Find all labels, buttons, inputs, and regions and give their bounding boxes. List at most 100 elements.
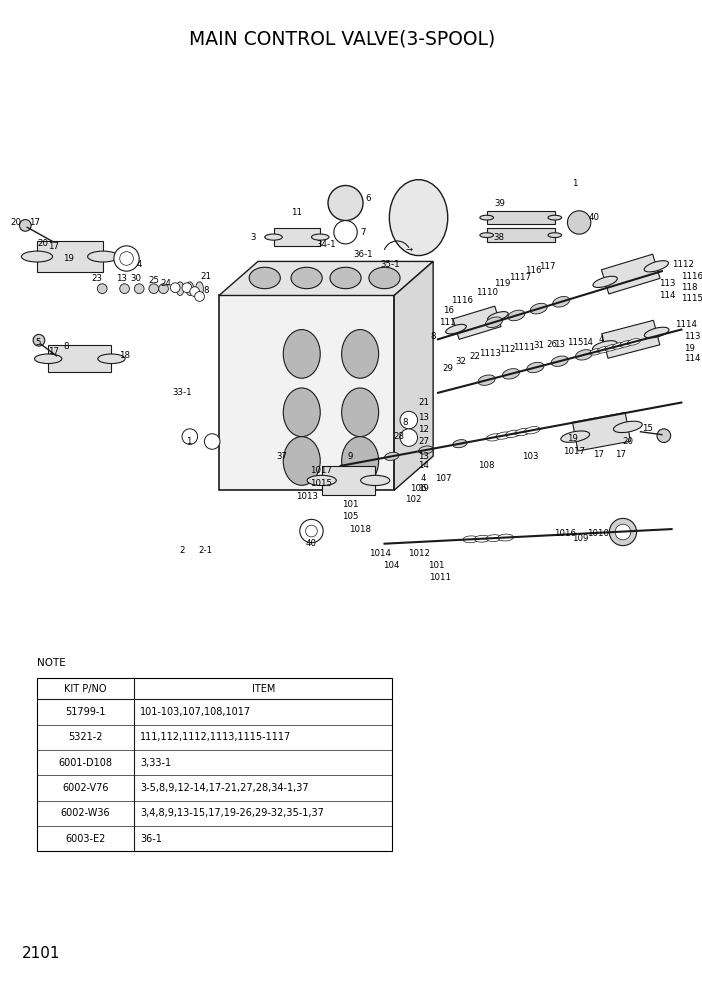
Text: 13: 13 — [554, 339, 565, 348]
Text: 40: 40 — [306, 540, 317, 549]
Text: 18: 18 — [119, 351, 130, 360]
Text: 9: 9 — [347, 451, 353, 460]
Ellipse shape — [265, 234, 282, 240]
Ellipse shape — [385, 452, 399, 460]
Text: 2101: 2101 — [22, 946, 60, 961]
Ellipse shape — [390, 180, 448, 256]
Ellipse shape — [480, 233, 494, 237]
Text: 1012: 1012 — [408, 549, 430, 558]
Text: 8: 8 — [204, 286, 209, 296]
Text: 13: 13 — [116, 275, 127, 284]
Text: 106: 106 — [410, 484, 427, 493]
Ellipse shape — [503, 369, 519, 379]
Ellipse shape — [614, 422, 642, 433]
Text: 1015: 1015 — [310, 479, 332, 488]
Text: 1016: 1016 — [554, 530, 576, 539]
Ellipse shape — [552, 297, 569, 308]
Circle shape — [120, 284, 129, 294]
Text: 11: 11 — [291, 208, 303, 217]
Text: ITEM: ITEM — [251, 683, 275, 693]
Circle shape — [149, 284, 159, 294]
Text: 105: 105 — [342, 512, 359, 521]
Ellipse shape — [291, 267, 322, 289]
Text: 19: 19 — [418, 484, 429, 493]
Ellipse shape — [498, 534, 513, 541]
Text: 101-103,107,108,1017: 101-103,107,108,1017 — [140, 707, 251, 717]
Ellipse shape — [548, 233, 562, 237]
Text: 1018: 1018 — [349, 525, 371, 534]
Circle shape — [114, 246, 139, 271]
Text: 4: 4 — [599, 334, 604, 344]
Ellipse shape — [524, 427, 540, 434]
Polygon shape — [219, 262, 433, 296]
Ellipse shape — [283, 329, 320, 378]
Text: 1: 1 — [571, 179, 577, 188]
Text: 14: 14 — [583, 337, 593, 347]
Ellipse shape — [330, 267, 361, 289]
Text: 111: 111 — [439, 318, 456, 327]
Text: 8: 8 — [430, 332, 436, 341]
Text: 20: 20 — [622, 437, 633, 446]
Text: 118: 118 — [682, 283, 698, 293]
Polygon shape — [395, 262, 433, 490]
Text: 19: 19 — [567, 434, 578, 443]
Circle shape — [190, 287, 199, 297]
Ellipse shape — [612, 342, 625, 349]
Text: 7: 7 — [360, 228, 366, 237]
Ellipse shape — [475, 536, 490, 543]
Ellipse shape — [488, 311, 508, 321]
Circle shape — [300, 520, 323, 543]
Text: 1013: 1013 — [296, 492, 317, 502]
Circle shape — [171, 283, 180, 293]
Text: 1011: 1011 — [429, 573, 451, 582]
Text: 2-1: 2-1 — [199, 546, 213, 555]
Text: 108: 108 — [479, 461, 495, 470]
Circle shape — [567, 211, 591, 234]
Text: 1014: 1014 — [369, 549, 390, 558]
Bar — [322, 466, 376, 495]
Bar — [219, 296, 395, 490]
Circle shape — [134, 284, 144, 294]
Circle shape — [20, 219, 31, 231]
Text: 113: 113 — [684, 332, 701, 341]
Text: 113: 113 — [659, 280, 676, 289]
Text: 6001-D108: 6001-D108 — [59, 758, 112, 768]
Text: 116: 116 — [525, 266, 542, 275]
Ellipse shape — [283, 388, 320, 436]
Text: 8: 8 — [402, 418, 408, 427]
Text: 31: 31 — [534, 340, 545, 349]
Text: 13: 13 — [418, 413, 429, 422]
Text: 4: 4 — [420, 474, 426, 483]
Ellipse shape — [530, 304, 548, 313]
Circle shape — [609, 519, 637, 546]
Ellipse shape — [342, 436, 378, 485]
Ellipse shape — [593, 276, 617, 288]
Text: 4: 4 — [136, 260, 142, 269]
Ellipse shape — [551, 356, 568, 366]
Text: 112: 112 — [499, 345, 515, 354]
Circle shape — [657, 429, 670, 442]
Ellipse shape — [453, 439, 467, 447]
Text: 19: 19 — [684, 343, 695, 352]
Ellipse shape — [486, 434, 502, 441]
Text: 17: 17 — [48, 242, 59, 251]
Ellipse shape — [548, 215, 562, 220]
Ellipse shape — [196, 282, 204, 296]
Text: 1010: 1010 — [587, 530, 609, 539]
Text: 14: 14 — [418, 461, 429, 470]
Text: 1116: 1116 — [451, 296, 473, 305]
Circle shape — [182, 283, 192, 293]
Text: 32: 32 — [456, 357, 467, 366]
Text: 102: 102 — [406, 495, 422, 504]
Ellipse shape — [307, 475, 336, 485]
Text: 17: 17 — [29, 218, 39, 227]
Text: 6002-V76: 6002-V76 — [62, 783, 109, 793]
Text: 23: 23 — [92, 275, 102, 284]
Circle shape — [305, 525, 317, 537]
Ellipse shape — [34, 354, 62, 363]
Ellipse shape — [418, 446, 433, 454]
Text: 1017: 1017 — [310, 466, 332, 475]
Text: 103: 103 — [522, 451, 538, 460]
Text: 27: 27 — [418, 437, 429, 446]
Circle shape — [400, 412, 418, 429]
